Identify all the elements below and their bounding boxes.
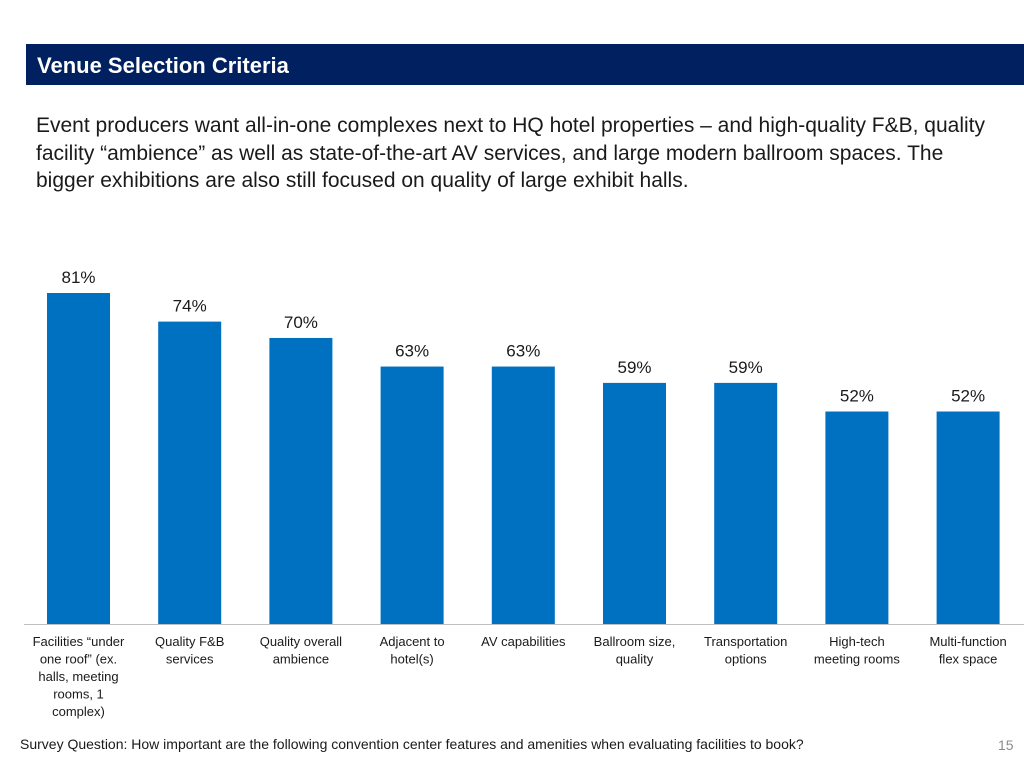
category-label: Quality overall ambience	[260, 634, 342, 667]
bar	[269, 337, 333, 624]
data-label: 59%	[729, 358, 763, 377]
category-label: Adjacent to hotel(s)	[380, 634, 445, 667]
title-bar: Venue Selection Criteria	[26, 44, 1024, 85]
bar	[714, 382, 778, 624]
survey-question-footer: Survey Question: How important are the f…	[20, 736, 804, 752]
data-label: 81%	[61, 268, 95, 287]
data-label: 52%	[840, 387, 874, 406]
category-label: High-tech meeting rooms	[814, 634, 900, 667]
data-label: 59%	[617, 358, 651, 377]
bar	[380, 366, 444, 624]
category-label: Multi-function flex space	[929, 634, 1006, 667]
page-number: 15	[998, 737, 1014, 753]
data-label: 70%	[284, 313, 318, 332]
bar	[158, 321, 222, 624]
bar	[603, 382, 666, 624]
category-label: Quality F&B services	[155, 634, 224, 667]
bar	[491, 366, 555, 624]
category-label: Transportation options	[704, 634, 787, 667]
subtitle-text: Event producers want all-in-one complexe…	[36, 114, 985, 192]
data-label: 74%	[173, 297, 207, 316]
data-label: 63%	[395, 342, 429, 361]
data-label: 52%	[951, 387, 985, 406]
category-label: Ballroom size, quality	[594, 634, 676, 667]
page-title: Venue Selection Criteria	[37, 53, 289, 78]
bar	[825, 411, 889, 624]
category-label: AV capabilities	[481, 634, 566, 649]
category-label: Facilities “under one roof” (ex. halls, me…	[33, 634, 125, 719]
data-label: 63%	[506, 342, 540, 361]
bar	[47, 293, 110, 624]
bar	[936, 411, 1000, 624]
